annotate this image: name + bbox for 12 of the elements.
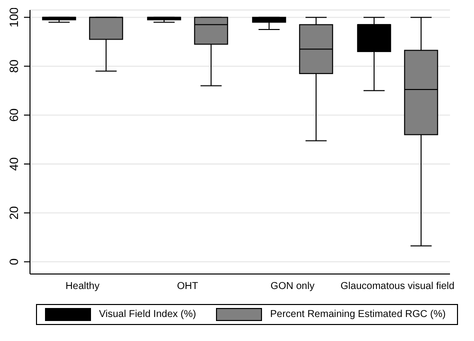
y-tick-label: 40 [7,157,21,171]
x-tick-label: OHT [176,281,198,292]
y-tick-label: 60 [7,108,21,122]
x-tick-label: GON only [270,281,314,292]
y-tick-label: 80 [7,59,21,73]
x-tick-label: Healthy [66,281,100,292]
legend-label: Visual Field Index (%) [99,309,196,320]
x-tick-label: Glaucomatous visual field [340,281,454,292]
legend-label: Percent Remaining Estimated RGC (%) [270,309,446,320]
y-tick-label: 20 [7,206,21,220]
y-tick-label: 100 [7,7,21,28]
y-tick-label: 0 [7,258,21,266]
